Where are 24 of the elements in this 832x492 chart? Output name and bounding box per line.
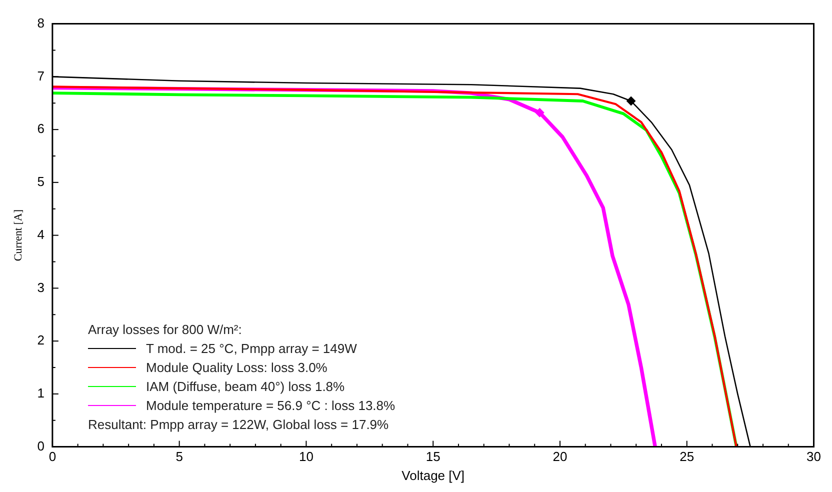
y-tick-label: 8 <box>37 15 44 30</box>
x-tick-label: 25 <box>680 449 694 464</box>
y-tick-label: 3 <box>37 280 44 295</box>
y-axis-title: Current [A] <box>12 209 24 262</box>
x-axis-title: Voltage [V] <box>402 468 465 483</box>
legend-label: IAM (Diffuse, beam 40°) loss 1.8% <box>146 378 345 396</box>
legend-title: Array losses for 800 W/m²: <box>88 321 243 339</box>
y-tick-label: 0 <box>37 438 44 454</box>
y-tick-label: 1 <box>37 386 44 401</box>
x-tick-label: 0 <box>48 449 56 464</box>
legend-label: Module Quality Loss: loss 3.0% <box>146 359 328 377</box>
x-tick-label: 20 <box>552 449 568 464</box>
x-tick-label: 10 <box>298 449 314 464</box>
x-tick-label: 5 <box>176 449 183 464</box>
y-tick-label: 5 <box>37 174 44 190</box>
y-tick-label: 4 <box>37 226 44 242</box>
x-tick-label: 30 <box>806 449 822 464</box>
y-tick-label: 6 <box>37 121 44 136</box>
y-tick-label: 2 <box>37 332 44 348</box>
legend-label: T mod. = 25 °C, Pmpp array = 149W <box>146 340 357 358</box>
legend-label: Module temperature = 56.9 °C : loss 13.8% <box>146 397 396 415</box>
x-tick-label: 15 <box>426 449 440 464</box>
y-tick-label: 7 <box>37 68 44 84</box>
annotation: Resultant: Pmpp array = 122W, Global loss = 17.9% <box>88 416 390 434</box>
